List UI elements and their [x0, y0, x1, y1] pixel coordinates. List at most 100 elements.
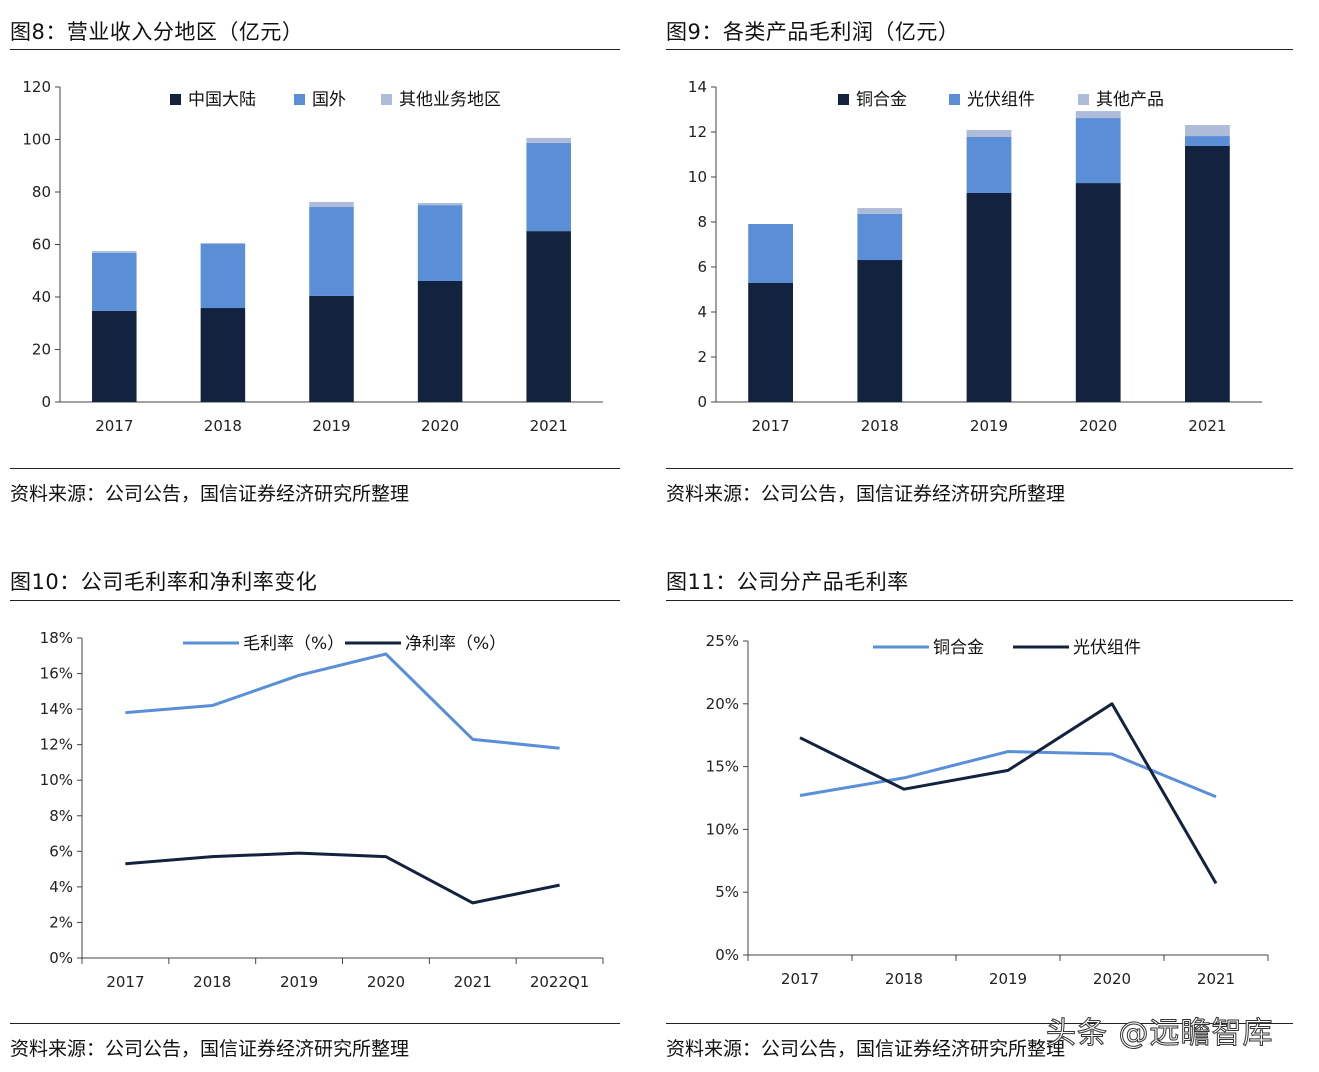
bar-segment — [200, 243, 246, 309]
y-tick-label: 4 — [697, 303, 707, 321]
y-tick-label: 12 — [688, 123, 707, 141]
bar-segment — [1075, 183, 1121, 402]
y-tick-label: 14% — [40, 700, 73, 718]
bar-segment — [748, 282, 793, 402]
y-tick-label: 60 — [32, 236, 51, 254]
y-tick-label: 80 — [32, 183, 51, 201]
source-note: 资料来源：公司公告，国信证券经济研究所整理 — [10, 483, 410, 505]
y-tick-label: 6 — [697, 258, 707, 276]
bar-segment — [966, 192, 1012, 402]
bar-segment — [200, 242, 246, 244]
y-tick-label: 5% — [715, 883, 739, 901]
legend-label: 光伏组件 — [1073, 638, 1141, 658]
legend-swatch — [949, 94, 960, 105]
bar-segment — [1185, 136, 1230, 146]
bar-segment — [748, 224, 793, 283]
bar-segment — [1075, 118, 1121, 184]
x-tick-label: 2021 — [1197, 970, 1235, 988]
watermark: 头条 @远瞻智库 — [1046, 1016, 1274, 1052]
x-tick-label: 2022Q1 — [530, 973, 590, 991]
y-tick-label: 12% — [40, 736, 73, 754]
bar-segment — [417, 280, 463, 402]
chart-title-fig8: 图8：营业收入分地区（亿元） — [10, 20, 304, 44]
y-tick-label: 0 — [697, 393, 707, 411]
y-tick-label: 4% — [49, 878, 73, 896]
legend-label: 毛利率（%） — [243, 634, 344, 654]
source-divider — [666, 468, 1293, 469]
x-tick-label: 2020 — [1093, 970, 1131, 988]
bar-segment — [92, 252, 137, 311]
bar-segment — [966, 136, 1012, 193]
bar-segment — [309, 295, 354, 402]
x-tick-label: 2017 — [106, 973, 144, 991]
y-tick-label: 16% — [40, 665, 73, 683]
y-tick-label: 120 — [22, 78, 51, 96]
source-note: 资料来源：公司公告，国信证券经济研究所整理 — [10, 1038, 410, 1060]
chart-title-fig11: 图11：公司分产品毛利率 — [666, 570, 909, 594]
y-tick-label: 15% — [706, 758, 739, 776]
y-tick-label: 40 — [32, 288, 51, 306]
x-tick-label: 2017 — [752, 417, 790, 435]
x-tick-label: 2018 — [193, 973, 231, 991]
bar-segment — [417, 203, 463, 206]
bar-segment — [309, 201, 354, 207]
bar-segment — [92, 251, 137, 253]
title-divider — [666, 49, 1293, 50]
chart-title-fig9: 图9：各类产品毛利润（亿元） — [666, 20, 960, 44]
y-tick-label: 0 — [41, 393, 51, 411]
legend-swatch — [170, 94, 181, 105]
y-tick-label: 14 — [688, 78, 707, 96]
legend-label: 国外 — [312, 90, 346, 110]
source-divider — [10, 1023, 620, 1024]
legend-swatch — [294, 94, 305, 105]
chart-title-fig10: 图10：公司毛利率和净利率变化 — [10, 570, 318, 594]
y-tick-label: 0% — [49, 949, 73, 967]
bar-segment — [92, 310, 137, 402]
bar-segment — [966, 129, 1012, 137]
x-tick-label: 2020 — [367, 973, 405, 991]
title-divider — [10, 49, 620, 50]
x-tick-label: 2020 — [1079, 417, 1117, 435]
y-tick-label: 2 — [697, 348, 707, 366]
x-tick-label: 2021 — [530, 417, 568, 435]
y-tick-label: 2% — [49, 913, 73, 931]
legend-swatch — [838, 94, 849, 105]
bar-segment — [857, 213, 903, 261]
y-tick-label: 6% — [49, 842, 73, 860]
x-tick-label: 2019 — [989, 970, 1027, 988]
legend-swatch — [381, 94, 392, 105]
y-tick-label: 0% — [715, 946, 739, 964]
x-tick-label: 2021 — [454, 973, 492, 991]
x-tick-label: 2019 — [970, 417, 1008, 435]
y-tick-label: 18% — [40, 629, 73, 647]
x-tick-label: 2018 — [885, 970, 923, 988]
legend-label: 净利率（%） — [405, 634, 506, 654]
bar-segment — [857, 260, 903, 402]
x-tick-label: 2021 — [1188, 417, 1226, 435]
legend-label: 其他业务地区 — [399, 90, 501, 110]
bar-segment — [417, 205, 463, 281]
title-divider — [666, 600, 1293, 601]
source-note: 资料来源：公司公告，国信证券经济研究所整理 — [666, 483, 1066, 505]
y-tick-label: 10 — [688, 168, 707, 186]
x-tick-label: 2018 — [861, 417, 899, 435]
source-divider — [666, 1023, 1293, 1024]
y-tick-label: 10% — [706, 820, 739, 838]
x-tick-label: 2018 — [204, 417, 242, 435]
y-tick-label: 8% — [49, 807, 73, 825]
legend-label: 铜合金 — [856, 90, 907, 110]
y-tick-label: 100 — [22, 131, 51, 149]
x-tick-label: 2019 — [280, 973, 318, 991]
legend-label: 其他产品 — [1096, 90, 1164, 110]
title-divider — [10, 600, 620, 601]
legend-swatch — [1078, 94, 1089, 105]
source-note: 资料来源：公司公告，国信证券经济研究所整理 — [666, 1038, 1066, 1060]
x-tick-label: 2017 — [95, 417, 133, 435]
bar-segment — [1185, 125, 1230, 137]
bar-segment — [1185, 145, 1230, 402]
series-line — [125, 652, 560, 750]
y-tick-label: 20 — [32, 341, 51, 359]
source-divider — [10, 468, 620, 469]
bar-segment — [857, 208, 903, 214]
